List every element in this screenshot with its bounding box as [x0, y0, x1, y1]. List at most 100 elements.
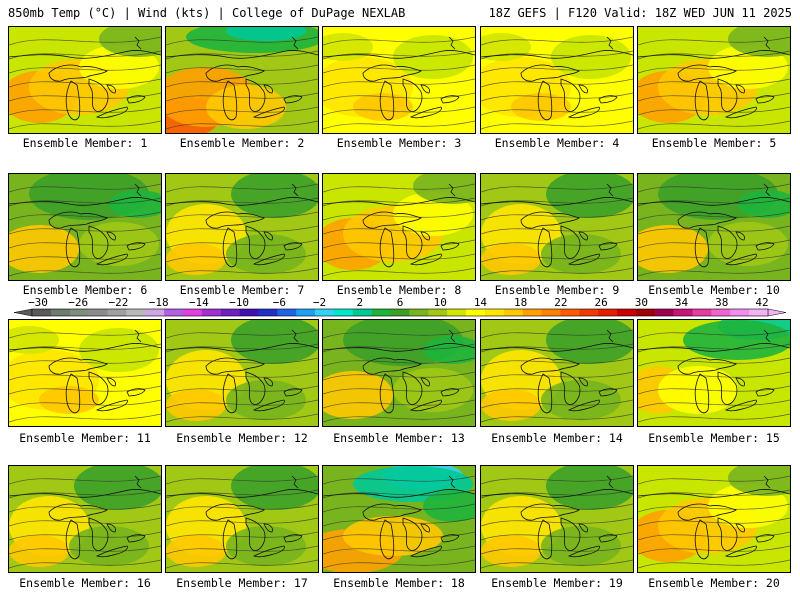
colorbar-tick-label: 6: [397, 297, 404, 309]
ensemble-member-panel: [8, 26, 162, 134]
ensemble-member-label: Ensemble Member: 6: [22, 283, 148, 297]
temperature-map: [638, 174, 790, 280]
colorbar-segment: [88, 309, 108, 316]
colorbar-tick-label: 10: [434, 297, 447, 309]
colorbar-tick-label: 22: [554, 297, 567, 309]
colorbar-tick-label: −26: [68, 297, 88, 309]
colorbar-segment: [635, 309, 656, 316]
colorbar-tick-label: 38: [715, 297, 728, 309]
temperature-map: [166, 27, 318, 133]
ensemble-member-panel: [637, 465, 791, 573]
colorbar-segment: [522, 309, 542, 316]
ensemble-member-label: Ensemble Member: 5: [651, 136, 777, 150]
colorbar-segment: [409, 309, 429, 316]
temperature-map: [481, 174, 633, 280]
colorbar-segment: [466, 309, 486, 316]
temperature-map: [9, 466, 161, 572]
temperature-map: [323, 320, 475, 426]
colorbar-tick-label: −10: [229, 297, 249, 309]
temperature-map: [323, 27, 475, 133]
ensemble-member-label: Ensemble Member: 20: [648, 576, 780, 590]
colorbar-segment: [164, 309, 184, 316]
temperature-map: [323, 466, 475, 572]
temperature-map: [481, 466, 633, 572]
temperature-map: [481, 27, 633, 133]
temperature-map: [166, 466, 318, 572]
colorbar-segment: [541, 309, 561, 316]
ensemble-member-panel: [165, 319, 319, 427]
ensemble-member-panel: [322, 465, 476, 573]
colorbar-segment: [503, 309, 523, 316]
ensemble-member-label: Ensemble Member: 12: [176, 431, 308, 445]
colorbar-segment: [428, 309, 448, 316]
colorbar-segment: [598, 309, 618, 316]
colorbar-segment: [277, 309, 297, 316]
colorbar-tick-label: 18: [514, 297, 527, 309]
ensemble-member-panel: [637, 26, 791, 134]
chart-title: 850mb Temp (°C) | Wind (kts) | College o…: [8, 6, 406, 20]
colorbar-segment: [296, 309, 316, 316]
temperature-map: [166, 320, 318, 426]
ensemble-member-label: Ensemble Member: 8: [336, 283, 462, 297]
colorbar-tick-label: −22: [109, 297, 129, 309]
colorbar-tick-label: 14: [474, 297, 488, 309]
ensemble-member-panel: [480, 26, 634, 134]
ensemble-member-panel: [637, 173, 791, 281]
ensemble-member-panel: [165, 173, 319, 281]
temperature-map: [638, 320, 790, 426]
colorbar-segment: [126, 309, 146, 316]
colorbar-segment: [239, 309, 259, 316]
colorbar-segment: [182, 309, 203, 316]
ensemble-member-label: Ensemble Member: 18: [333, 576, 465, 590]
colorbar-segment: [390, 309, 410, 316]
temperature-map: [9, 174, 161, 280]
ensemble-member-label: Ensemble Member: 10: [648, 283, 780, 297]
colorbar-tick-label: 30: [635, 297, 648, 309]
ensemble-member-label: Ensemble Member: 9: [494, 283, 620, 297]
colorbar-tick-label: 26: [594, 297, 607, 309]
ensemble-member-label: Ensemble Member: 11: [19, 431, 151, 445]
temperature-map: [638, 27, 790, 133]
ensemble-member-panel: [8, 319, 162, 427]
ensemble-member-panel: [322, 319, 476, 427]
colorbar-segment: [220, 309, 240, 316]
ensemble-member-panel: [480, 173, 634, 281]
colorbar-segment: [711, 309, 731, 316]
colorbar-segment: [371, 309, 391, 316]
ensemble-member-label: Ensemble Member: 7: [179, 283, 305, 297]
ensemble-member-panel: [637, 319, 791, 427]
colorbar-segment: [201, 309, 222, 316]
ensemble-member-panel: [165, 26, 319, 134]
colorbar-outline: [31, 308, 769, 317]
colorbar-tick-label: 34: [675, 297, 689, 309]
colorbar-segment: [107, 309, 127, 316]
run-valid-time: 18Z GEFS | F120 Valid: 18Z WED JUN 11 20…: [488, 6, 792, 20]
temperature-map: [9, 320, 161, 426]
ensemble-member-label: Ensemble Member: 14: [491, 431, 623, 445]
ensemble-member-label: Ensemble Member: 17: [176, 576, 308, 590]
ensemble-member-label: Ensemble Member: 4: [494, 136, 620, 150]
ensemble-member-label: Ensemble Member: 2: [179, 136, 305, 150]
ensemble-member-label: Ensemble Member: 15: [648, 431, 780, 445]
colorbar-segment: [617, 309, 637, 316]
colorbar-segment: [352, 309, 372, 316]
ensemble-member-label: Ensemble Member: 19: [491, 576, 623, 590]
colorbar-segment: [145, 309, 165, 316]
colorbar-segment: [333, 309, 354, 316]
colorbar-segment: [654, 309, 674, 316]
ensemble-member-panel: [322, 173, 476, 281]
colorbar-tick-label: −30: [28, 297, 48, 309]
temperature-map: [166, 174, 318, 280]
ensemble-member-panel: [480, 465, 634, 573]
colorbar-arrow-low: [14, 308, 33, 317]
colorbar-tick-label: 2: [356, 297, 363, 309]
colorbar-arrow-high: [767, 308, 786, 317]
ensemble-member-panel: [322, 26, 476, 134]
ensemble-member-panel: [165, 465, 319, 573]
ensemble-member-panel: [8, 173, 162, 281]
colorbar-segment: [50, 309, 71, 316]
temperature-map: [9, 27, 161, 133]
colorbar-segment: [692, 309, 712, 316]
colorbar-segment: [258, 309, 278, 316]
temperature-map: [323, 174, 475, 280]
